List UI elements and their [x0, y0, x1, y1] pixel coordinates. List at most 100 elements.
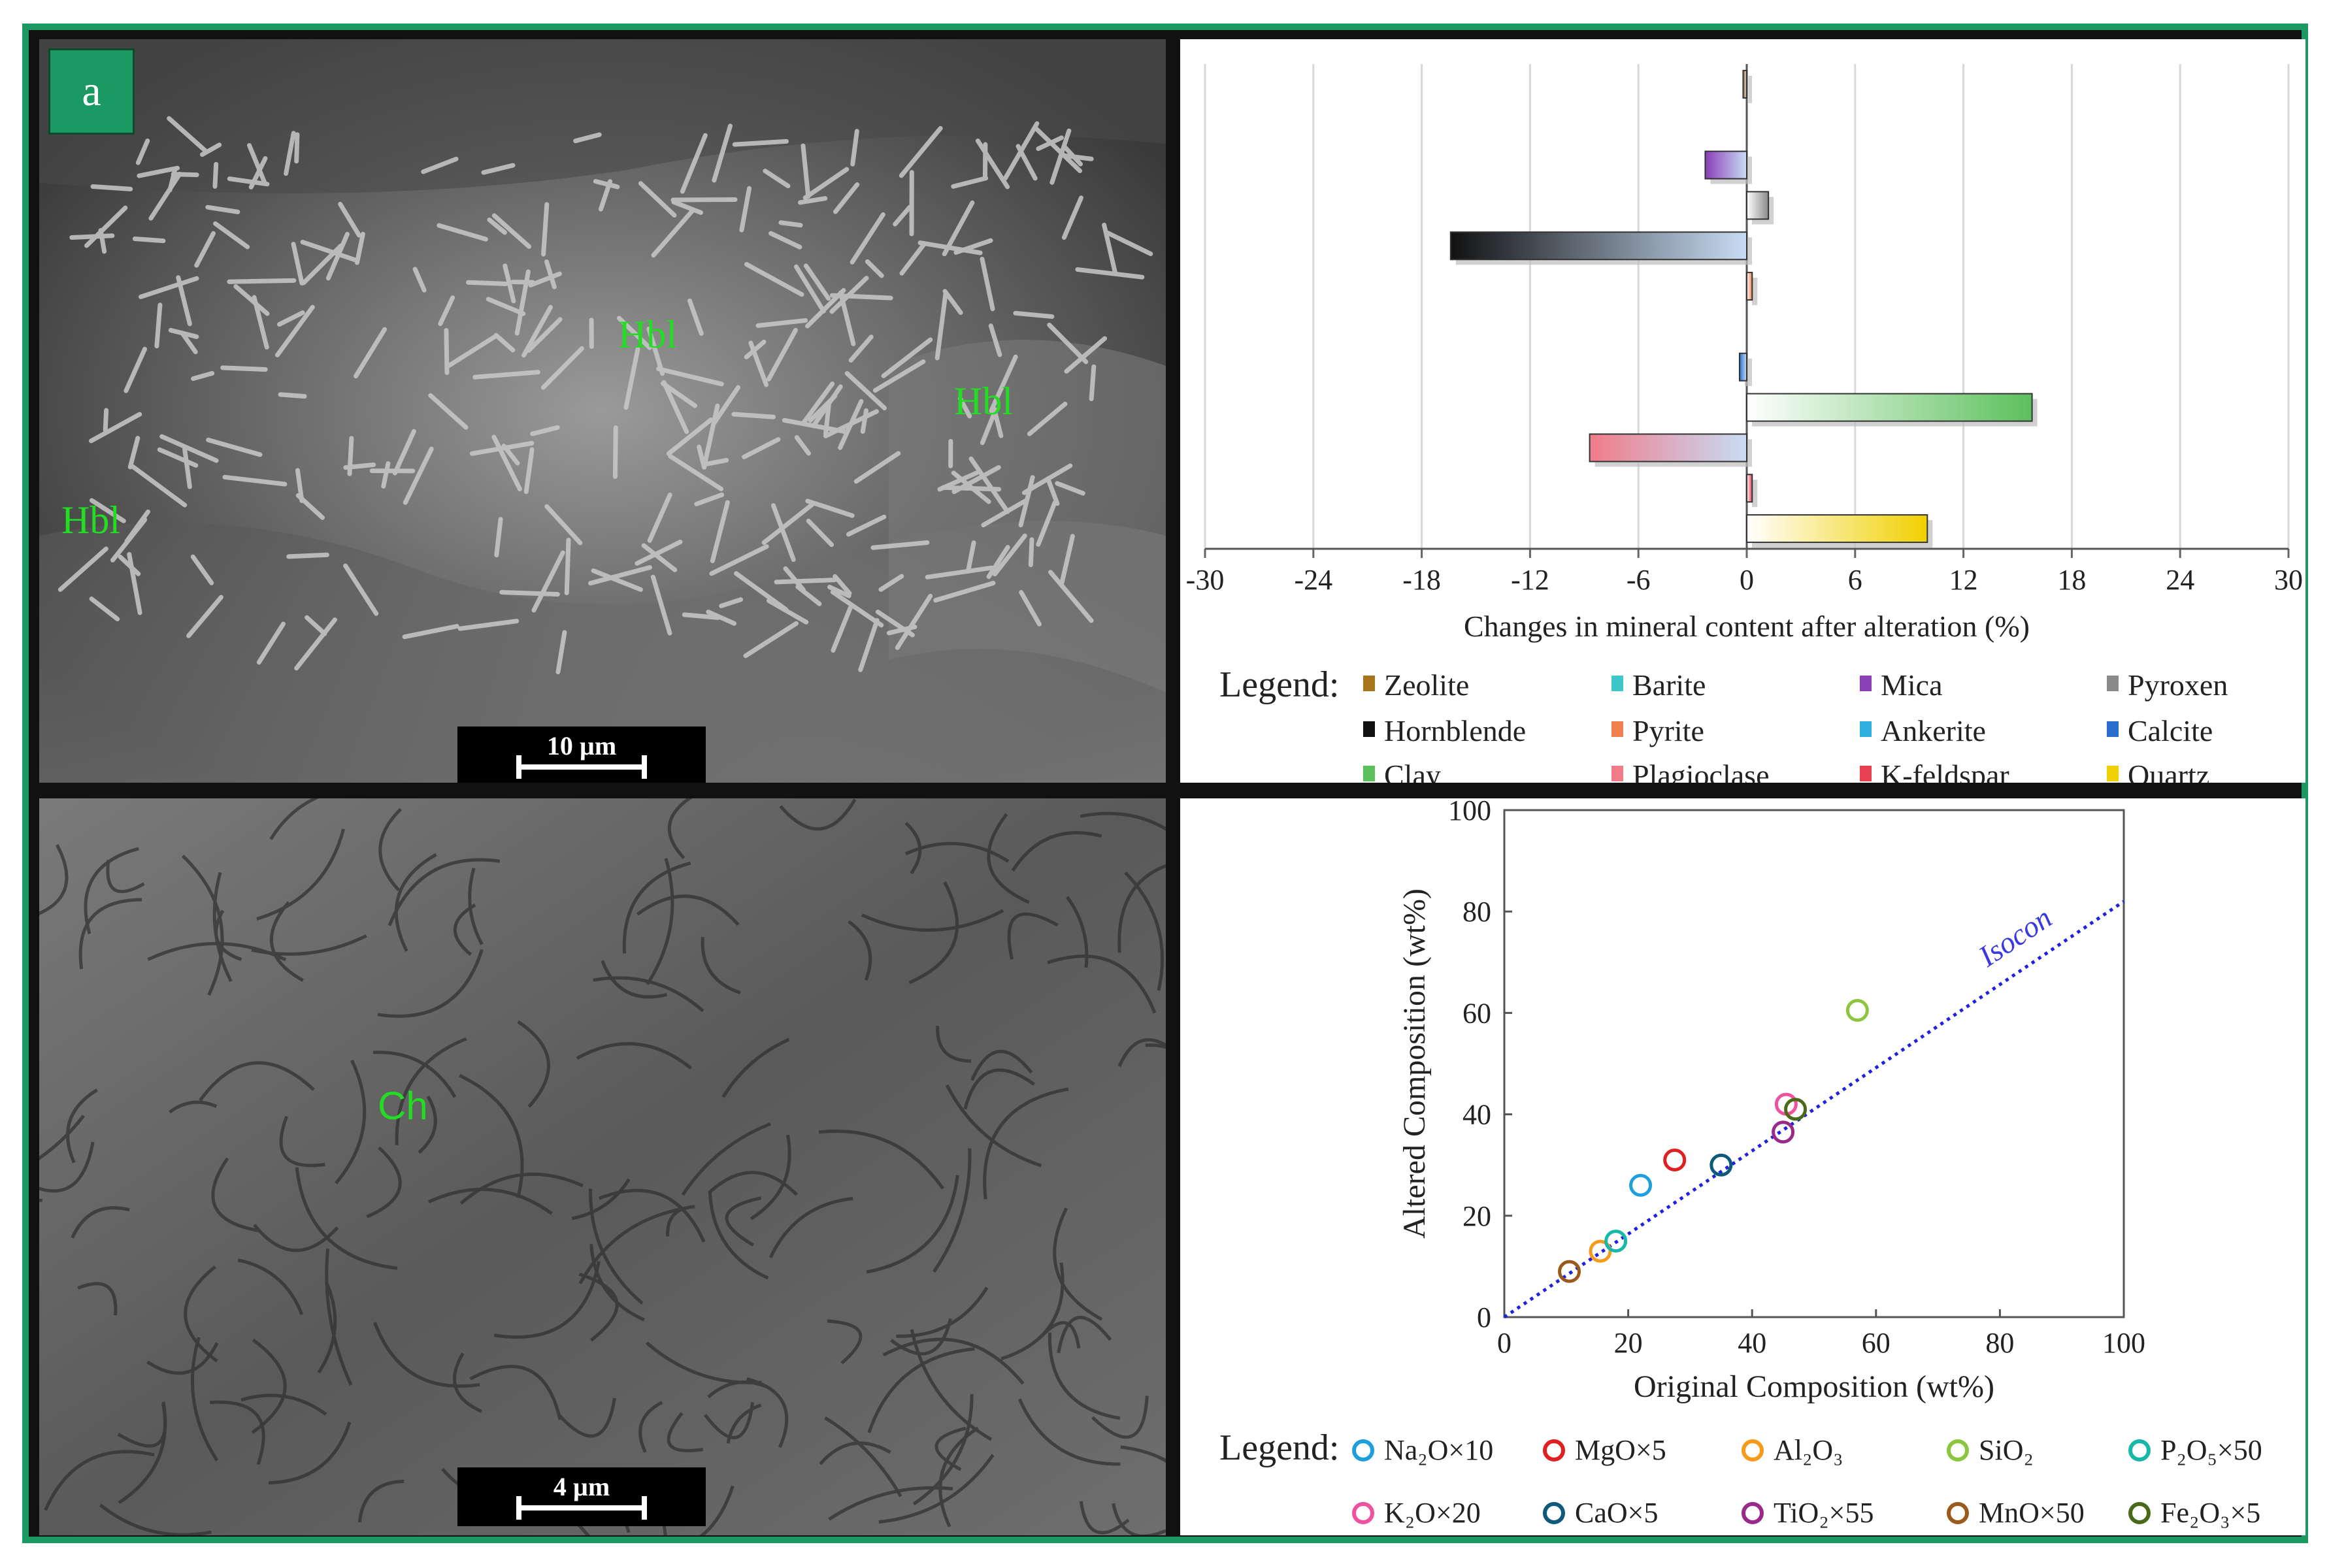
legend-swatch	[1611, 721, 1623, 737]
needle-crystal	[844, 370, 887, 411]
legend-label: K₂O×20	[1384, 1497, 1481, 1529]
data-point	[1604, 1230, 1628, 1253]
needle-crystal	[487, 217, 507, 235]
needle-crystal	[1033, 125, 1083, 173]
needle-crystal	[137, 165, 180, 178]
x-tick-label: 0	[1497, 1327, 1511, 1359]
clay-flake	[1011, 831, 1102, 872]
needle-crystal	[992, 533, 1027, 577]
clay-flake	[589, 1244, 645, 1322]
clay-flake	[970, 1049, 1033, 1081]
clay-flake	[987, 813, 1030, 904]
clay-flake	[388, 858, 501, 926]
needle-crystal	[802, 167, 850, 201]
needle-crystal	[486, 297, 526, 316]
needle-crystal	[731, 412, 776, 419]
needle-crystal	[1021, 463, 1073, 495]
clay-flake	[270, 901, 304, 982]
needle-crystal	[541, 202, 550, 257]
clay-flake	[681, 1122, 771, 1196]
needle-crystal	[778, 220, 803, 228]
needle-crystal	[850, 212, 885, 265]
needle-crystal	[712, 123, 733, 183]
needle-crystal	[744, 262, 804, 297]
legend-title: Legend:	[1219, 1428, 1339, 1468]
clay-flake	[667, 798, 693, 860]
scale-bar-line	[516, 755, 647, 779]
clay-flake	[1007, 912, 1059, 960]
clay-flake	[1080, 811, 1166, 862]
needle-crystal	[591, 568, 643, 592]
clay-flake	[39, 843, 69, 921]
needle-crystal	[682, 612, 721, 620]
legend-label: Hornblende	[1384, 714, 1526, 747]
y-axis-title: Altered Composition (wt%)	[1397, 889, 1432, 1239]
clay-flake	[768, 1197, 853, 1258]
needle-crystal	[651, 208, 695, 258]
clay-flake	[1091, 1396, 1149, 1439]
legend-label: Zeolite	[1384, 668, 1469, 702]
needle-crystal	[803, 263, 831, 301]
needle-crystal	[968, 456, 1010, 514]
needle-crystal	[503, 263, 516, 304]
needle-crystal	[706, 610, 737, 626]
sem-image-bottom: Ch 4 µm	[39, 798, 1166, 1535]
needle-crystal	[412, 267, 427, 293]
needle-crystal	[986, 545, 1010, 580]
legend-swatch	[1860, 676, 1872, 691]
needle-crystal	[252, 295, 269, 350]
clay-flake	[601, 960, 668, 999]
sem-texture-top	[39, 39, 1166, 783]
needle-crystal	[893, 204, 912, 227]
clay-flake	[39, 1141, 95, 1193]
clay-flake	[933, 1148, 972, 1273]
needle-crystal	[222, 474, 288, 487]
needle-crystal	[989, 354, 1018, 414]
needle-crystal	[1046, 476, 1060, 506]
needle-crystal	[872, 359, 926, 393]
data-point	[1710, 1153, 1733, 1177]
needle-crystal	[1061, 153, 1094, 161]
clay-flake	[357, 1479, 405, 1523]
needle-crystal	[191, 370, 215, 382]
needle-crystal	[763, 169, 791, 189]
clay-flake	[395, 1037, 467, 1145]
clay-flake	[66, 1088, 98, 1164]
bar-shadow	[1748, 75, 1752, 103]
needle-crystal	[794, 435, 811, 456]
needle-crystal	[437, 223, 488, 242]
clay-flake	[904, 841, 1010, 863]
clay-flake	[1145, 1043, 1166, 1089]
clay-flake	[1000, 1262, 1065, 1361]
needle-crystal	[446, 333, 499, 368]
clay-flake	[251, 1338, 287, 1434]
legend-swatch	[2107, 676, 2119, 691]
legend-marker	[2128, 1502, 2151, 1524]
needle-crystal	[526, 317, 563, 353]
needle-crystal	[159, 434, 219, 463]
clay-flake	[199, 1061, 315, 1102]
needle-crystal	[294, 617, 337, 671]
needle-crystal	[801, 381, 835, 426]
needle-crystal	[199, 142, 222, 157]
clay-flake	[366, 1146, 402, 1218]
clay-flake	[819, 1441, 891, 1465]
legend-label: P₂O₅×50	[2160, 1434, 2262, 1466]
legend-marker	[1947, 1439, 1969, 1462]
clay-flake	[211, 1157, 259, 1232]
clay-flake	[453, 1352, 482, 1413]
x-tick-label: 40	[1738, 1327, 1766, 1359]
needle-crystal	[132, 236, 166, 244]
needle-crystal	[641, 543, 678, 572]
needle-crystal	[381, 461, 391, 489]
needle-crystal	[719, 597, 744, 608]
needle-crystal	[668, 453, 724, 491]
clay-flake	[571, 1178, 631, 1220]
needle-crystal	[157, 447, 199, 468]
needle-crystal	[805, 287, 846, 329]
bar-chart-panel: -30 -24 -18 -12 -6 0 6 12 18 24 30 Changes in miner…	[1180, 39, 2305, 783]
needle-crystal	[148, 171, 182, 221]
needle-crystal	[403, 446, 434, 505]
scale-bar-label: 10 µm	[546, 731, 617, 760]
